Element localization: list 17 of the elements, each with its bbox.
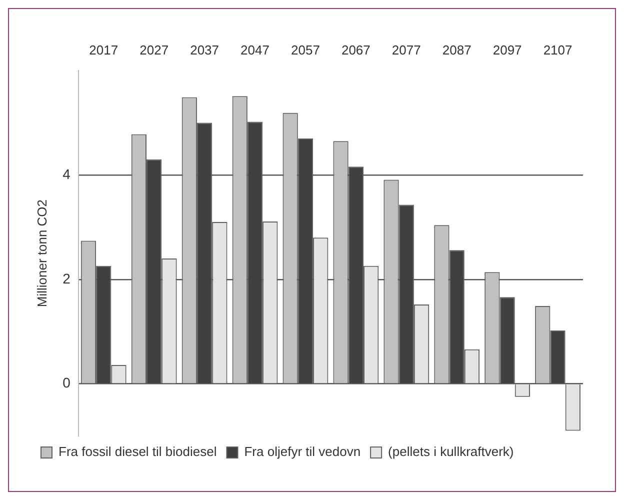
x-tick-label: 2017 xyxy=(89,42,118,58)
legend-label: Fra fossil diesel til biodiesel xyxy=(58,444,217,460)
x-tick-label: 2067 xyxy=(341,42,370,58)
x-tick-label: 2047 xyxy=(240,42,270,58)
x-tick-label: 2107 xyxy=(543,42,572,58)
y-tick-label: 0 xyxy=(62,374,71,391)
x-tick-label: 2027 xyxy=(140,42,169,58)
y-axis-title: Millioner tonn CO2 xyxy=(34,199,50,308)
x-tick-label: 2057 xyxy=(291,42,320,58)
legend-label: (pellets i kullkraftverk) xyxy=(388,444,514,460)
y-tick-label: 2 xyxy=(62,270,71,286)
y-tick-label: 4 xyxy=(62,166,71,182)
x-tick-label: 2037 xyxy=(190,42,219,58)
x-tick-label: 2087 xyxy=(442,42,472,58)
x-tick-label: 2077 xyxy=(392,42,421,58)
x-tick-label: 2097 xyxy=(492,42,522,58)
legend-label: Fra oljefyr til vedovn xyxy=(244,444,361,460)
